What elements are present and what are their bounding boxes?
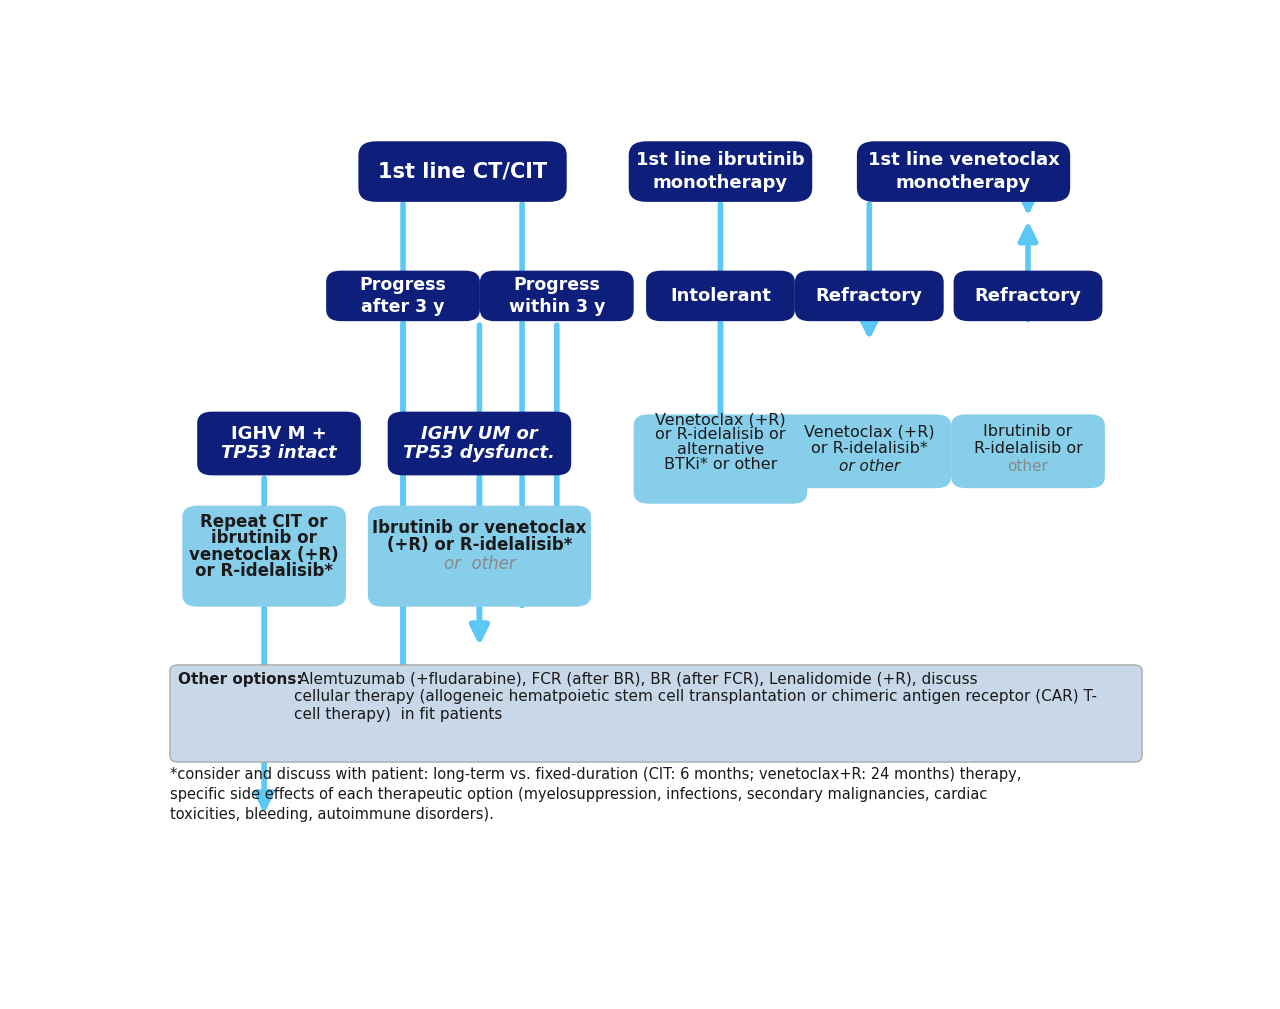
Text: IGHV M +: IGHV M + xyxy=(232,425,326,443)
Text: 1st line venetoclax
monotherapy: 1st line venetoclax monotherapy xyxy=(868,151,1060,192)
Text: Venetoclax (+R): Venetoclax (+R) xyxy=(655,413,786,428)
FancyBboxPatch shape xyxy=(182,506,346,606)
Text: alternative: alternative xyxy=(677,442,764,457)
FancyBboxPatch shape xyxy=(787,415,951,488)
FancyBboxPatch shape xyxy=(646,270,795,321)
Text: Repeat CIT or: Repeat CIT or xyxy=(201,513,328,531)
FancyBboxPatch shape xyxy=(197,412,361,475)
Text: TP53 intact: TP53 intact xyxy=(221,444,337,462)
Text: or R-idelalisib*: or R-idelalisib* xyxy=(195,562,333,580)
Text: Venetoclax (+R): Venetoclax (+R) xyxy=(804,425,934,439)
Text: Ibrutinib or: Ibrutinib or xyxy=(983,425,1073,439)
Text: 1st line CT/CIT: 1st line CT/CIT xyxy=(378,161,547,182)
FancyBboxPatch shape xyxy=(951,415,1105,488)
Text: or R-idelalisib*: or R-idelalisib* xyxy=(812,442,928,456)
Text: or  other: or other xyxy=(444,555,516,573)
FancyBboxPatch shape xyxy=(954,270,1102,321)
Text: Ibrutinib or venetoclax: Ibrutinib or venetoclax xyxy=(372,520,586,537)
FancyBboxPatch shape xyxy=(795,270,943,321)
Text: venetoclax (+R): venetoclax (+R) xyxy=(189,546,339,564)
FancyBboxPatch shape xyxy=(367,506,591,606)
FancyBboxPatch shape xyxy=(628,141,813,202)
Text: or R-idelalisib or: or R-idelalisib or xyxy=(655,427,786,442)
FancyBboxPatch shape xyxy=(856,141,1070,202)
Text: Alemtuzumab (+fludarabine), FCR (after BR), BR (after FCR), Lenalidomide (+R), d: Alemtuzumab (+fludarabine), FCR (after B… xyxy=(294,672,1097,721)
Text: Progress
after 3 y: Progress after 3 y xyxy=(360,275,447,316)
FancyBboxPatch shape xyxy=(170,665,1142,762)
FancyBboxPatch shape xyxy=(358,141,567,202)
Text: ibrutinib or: ibrutinib or xyxy=(211,530,317,547)
Text: Progress
within 3 y: Progress within 3 y xyxy=(508,275,605,316)
FancyBboxPatch shape xyxy=(388,412,571,475)
Text: TP53 dysfunct.: TP53 dysfunct. xyxy=(403,444,556,462)
FancyBboxPatch shape xyxy=(326,270,480,321)
Text: Refractory: Refractory xyxy=(815,287,923,305)
Text: or other: or other xyxy=(838,458,900,473)
Text: IGHV UM or: IGHV UM or xyxy=(421,425,538,443)
FancyBboxPatch shape xyxy=(634,415,808,503)
Text: BTKi* or other: BTKi* or other xyxy=(664,457,777,472)
Text: R-idelalisib or: R-idelalisib or xyxy=(974,442,1083,456)
Text: Intolerant: Intolerant xyxy=(669,287,771,305)
Text: 1st line ibrutinib
monotherapy: 1st line ibrutinib monotherapy xyxy=(636,151,805,192)
Text: (+R) or R-idelalisib*: (+R) or R-idelalisib* xyxy=(387,536,572,554)
FancyBboxPatch shape xyxy=(480,270,634,321)
Text: other: other xyxy=(1007,458,1048,473)
Text: Other options:: Other options: xyxy=(178,672,302,687)
Text: Refractory: Refractory xyxy=(974,287,1082,305)
Text: *consider and discuss with patient: long-term vs. fixed-duration (CIT: 6 months;: *consider and discuss with patient: long… xyxy=(170,768,1021,822)
